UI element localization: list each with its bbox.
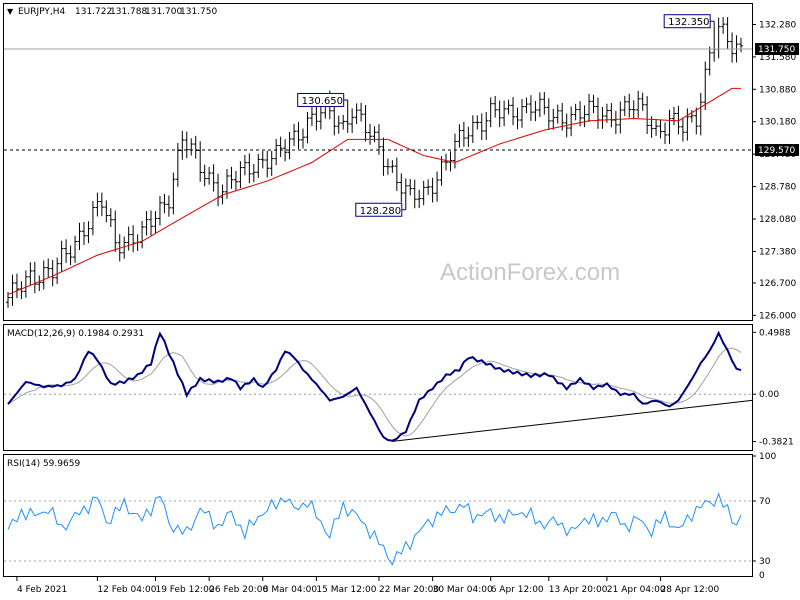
current-price-badge — [755, 43, 799, 56]
support-level-label: 129.570 — [758, 146, 795, 156]
rsi-line — [7, 492, 742, 566]
x-axis-tick-label: 22 Mar 20:00 — [379, 585, 439, 595]
x-axis-tick-label: 12 Feb 04:00 — [97, 585, 156, 595]
rsi-axis-tick-label: 30 — [759, 557, 771, 567]
macd-signal-line — [7, 347, 742, 437]
support-level-badge — [755, 143, 799, 156]
moving-average-line — [7, 87, 741, 295]
price-close-value: 131.750 — [180, 7, 217, 17]
x-axis-tick-label: 30 Mar 04:00 — [433, 585, 493, 595]
x-axis-tick-label: 26 Feb 20:00 — [209, 585, 268, 595]
current-price-label: 131.750 — [758, 45, 795, 55]
price-axis-tick-label: 127.380 — [759, 247, 796, 257]
macd-trendline — [392, 399, 753, 442]
rsi-layer: 100 70 30 0 — [4, 452, 776, 581]
macd-panel-title: MACD(12,26,9) 0.1984 0.2931 — [7, 329, 144, 339]
watermark: ActionForex.com — [440, 259, 620, 286]
x-axis-tick-label: 6 Apr 12:00 — [491, 585, 544, 595]
price-annotation-label: 132.350 — [668, 17, 709, 28]
macd-line — [7, 330, 742, 442]
price-panel-title: EURJPY,H4 — [18, 7, 66, 17]
x-axis-tick-label: 13 Apr 20:00 — [549, 585, 608, 595]
macd-axis-tick-label: 0.00 — [759, 390, 779, 400]
macd-panel-frame — [3, 324, 753, 451]
price-annotation-label: 130.650 — [302, 96, 343, 107]
rsi-axis-tick-label: 100 — [759, 452, 776, 462]
price-low-value: 131.700 — [145, 7, 182, 17]
rsi-axis-tick-label: 0 — [759, 571, 765, 581]
x-axis-tick-label: 28 Apr 12:00 — [661, 585, 720, 595]
price-annotation-label: 128.280 — [360, 206, 401, 217]
price-axis-tick-label: 131.580 — [759, 53, 796, 63]
x-axis-tick-label: 4 Feb 2021 — [17, 585, 67, 595]
x-axis-tick-label: 15 Mar 12:00 — [316, 585, 376, 595]
price-axis-tick-label: 126.000 — [759, 311, 796, 321]
macd-axis-tick-label: -0.3821 — [759, 438, 794, 448]
x-axis-tick-label: 8 Mar 04:00 — [263, 585, 318, 595]
price-axis-tick-label: 130.180 — [759, 118, 796, 128]
price-open-value: 131.722 — [75, 7, 112, 17]
x-axis-tick-label: 21 Apr 04:00 — [607, 585, 666, 595]
rsi-panel-frame — [3, 454, 753, 577]
x-axis-tick-label: 19 Feb 12:00 — [155, 585, 214, 595]
rsi-panel-title: RSI(14) 59.9659 — [7, 459, 80, 469]
price-axis-tick-label: 126.700 — [759, 279, 796, 289]
macd-layer: 0.4988 0.00 -0.3821 — [4, 328, 794, 448]
price-axis-tick-label: 130.880 — [759, 85, 796, 95]
price-panel-frame — [3, 3, 753, 321]
price-axis-tick-label: 132.280 — [759, 20, 796, 30]
macd-axis-tick-label: 0.4988 — [759, 328, 791, 338]
price-layer: 132.280131.580130.880130.180129.480128.7… — [4, 14, 799, 321]
price-panel-dropdown-icon[interactable]: ▼ — [7, 7, 14, 16]
rsi-axis-tick-label: 70 — [759, 497, 771, 507]
price-high-value: 131.788 — [110, 7, 147, 17]
price-axis-tick-label: 128.080 — [759, 215, 796, 225]
price-axis-tick-label: 128.780 — [759, 183, 796, 193]
